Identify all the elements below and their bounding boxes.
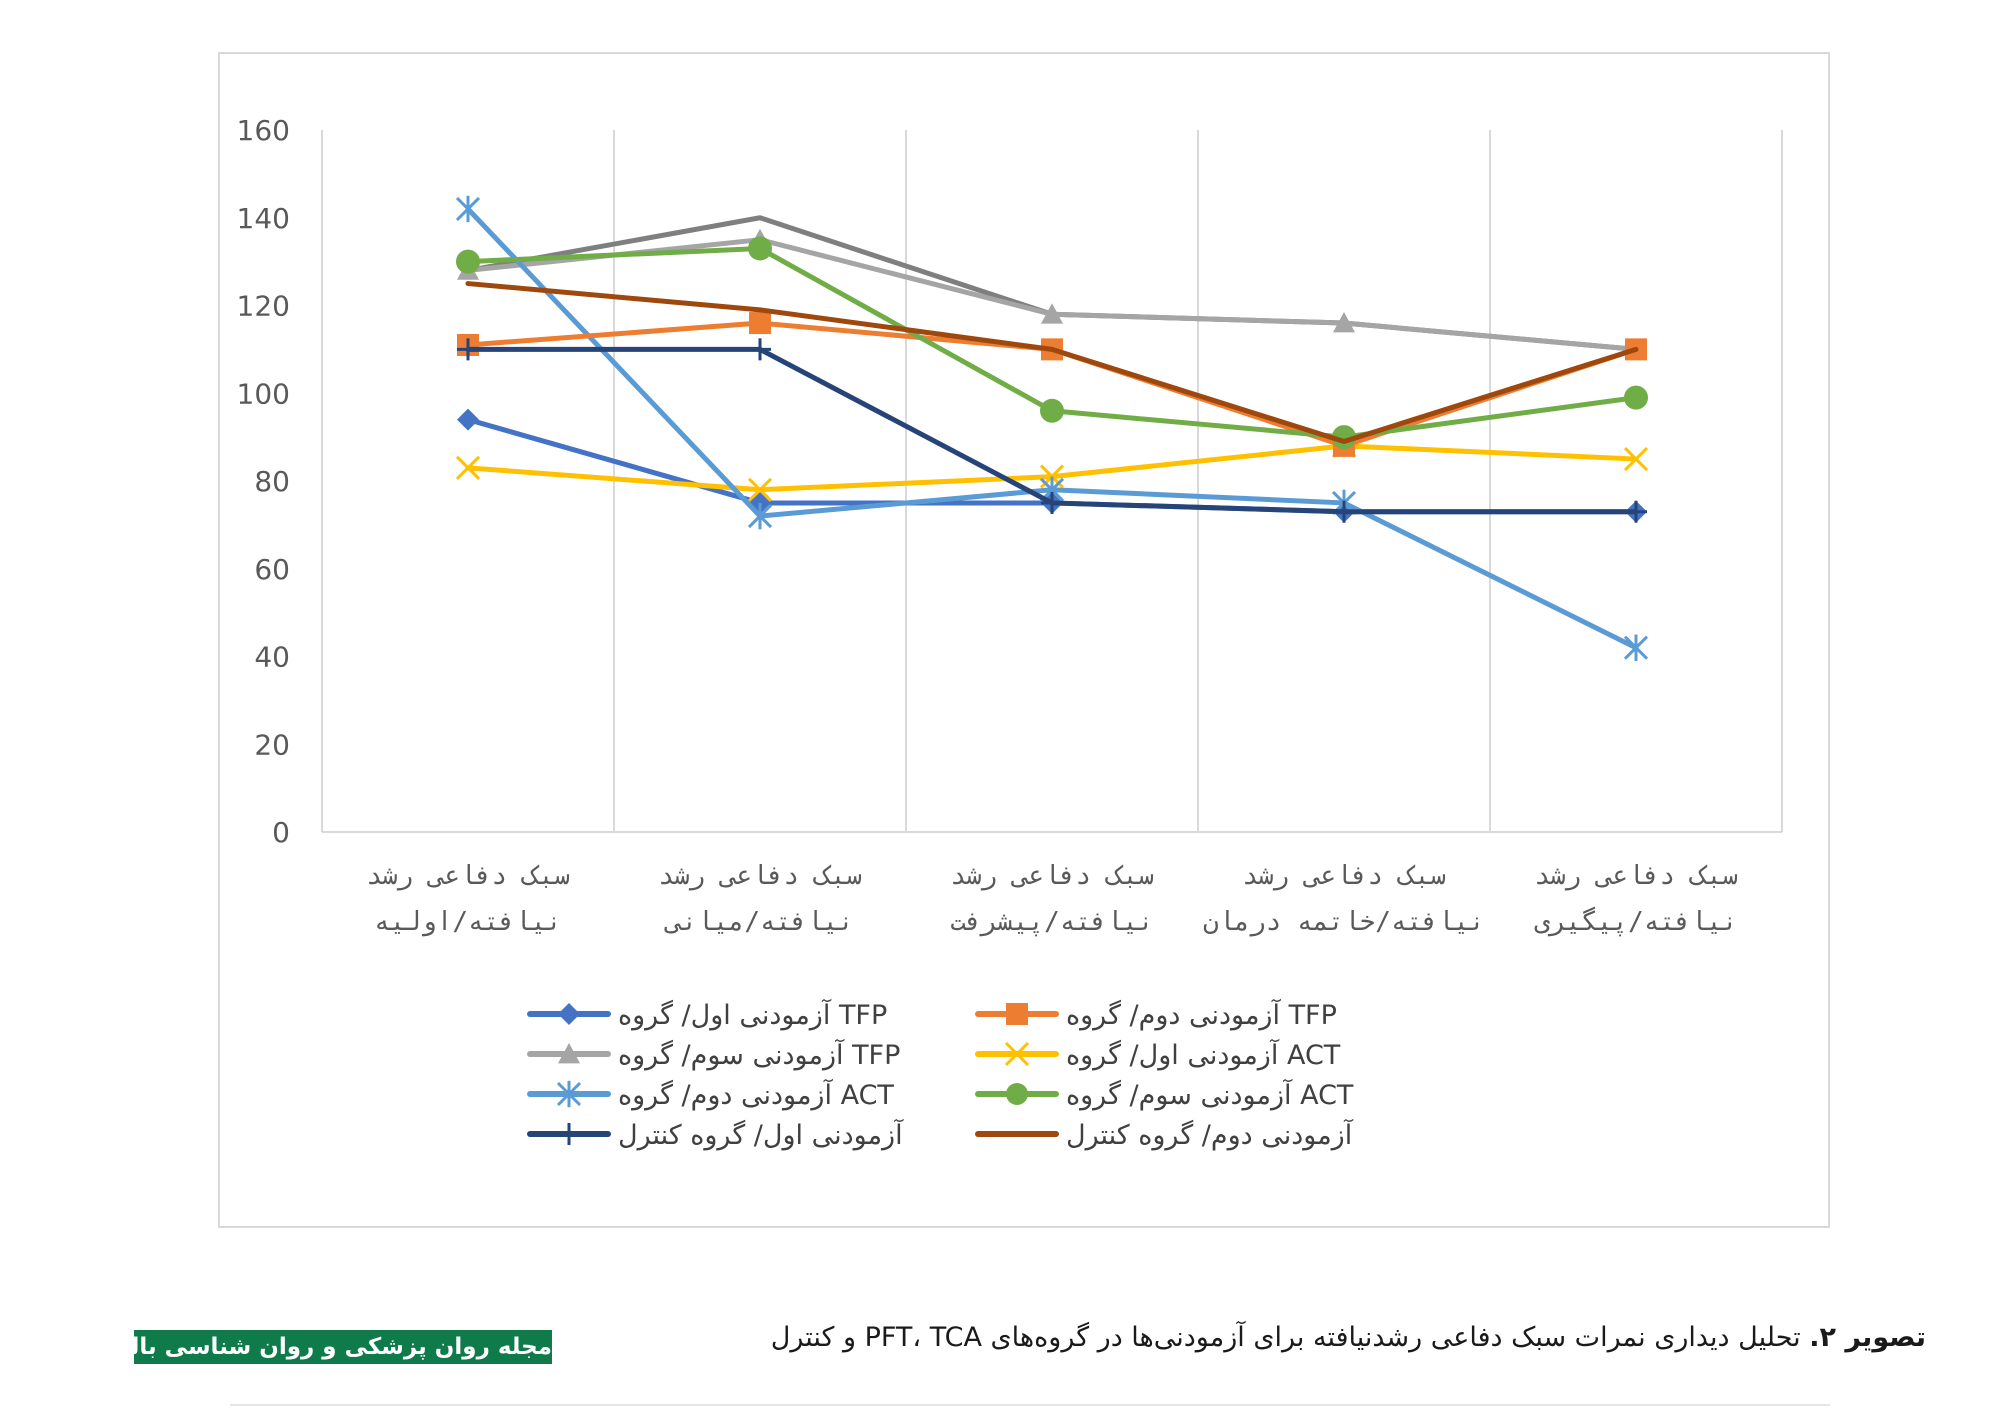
legend-item: آزمودنی دوم/ گروه TFP [975,999,1337,1031]
legend-item: آزمودنی سوم/ گروه ACT [975,1079,1354,1111]
legend-item: آزمودنی اول/ گروه ACT [975,1039,1341,1071]
data-point-x-stroke [455,455,481,480]
series-line [465,281,1639,445]
x-tick-label: سبک دفاعی رشد [658,861,862,891]
data-point-triangle [558,1043,580,1064]
y-tick-label: 100 [237,377,290,410]
x-tick-label: نیافته/پیگیری [1534,906,1738,937]
series-line [465,206,1639,651]
data-point-plus [1041,491,1063,514]
data-point-circle [1624,385,1648,410]
line-chart: 0 20 40 60 80 100 120 140 160 سبک دفاعی رشد نیافته… [237,114,1783,1151]
y-tick-label: 60 [254,553,290,586]
legend-item: آزمودنی دوم/ گروه کنترل [975,1119,1354,1151]
data-point-circle [1332,425,1356,450]
legend-label: آزمودنی اول/ گروه کنترل [618,1119,904,1151]
data-point-star [1623,634,1649,661]
y-tick-label: 160 [237,114,290,147]
x-tick-label: سبک دفاعی رشد [366,861,570,891]
y-tick-label: 20 [254,728,290,761]
legend-item: آزمودنی اول/ گروه کنترل [527,1119,904,1151]
data-point-x [455,455,481,480]
series-group [455,195,1649,661]
data-point-x-stroke [747,477,773,502]
data-point-star [556,1080,582,1108]
y-tick-label: 40 [254,641,290,674]
data-point-square [749,312,771,335]
data-point-x [1004,1041,1030,1067]
legend-item: آزمودنی دوم/ گروه ACT [527,1079,894,1111]
journal-logo: مجله روان پزشکی و روان شناسی بالینی ایرا… [134,1330,552,1364]
data-point-plus [1625,500,1647,523]
x-tick-label: نیافته/اولیه [374,907,562,937]
legend-label: آزمودنی دوم/ گروه ACT [618,1079,894,1111]
data-point-circle [1040,398,1064,423]
series-group [457,338,1647,523]
x-tick-label: نیافته/میانی [664,907,854,937]
data-point-star [455,195,481,223]
data-point-x [1623,447,1649,472]
legend-label: آزمودنی اول/ گروه TFP [618,999,887,1031]
legend-item: آزمودنی اول/ گروه TFP [527,999,887,1031]
data-point-x-stroke [1623,447,1649,472]
series-group [465,281,1639,445]
data-point-star [747,502,773,530]
data-point-diamond [457,408,479,431]
data-point-plus [457,338,479,361]
y-tick-label: 80 [254,465,290,498]
series-group [456,236,1648,450]
x-tick-label: نیافته/خاتمه درمان [1203,907,1485,937]
data-point-circle [456,249,480,274]
data-point-diamond [558,1003,580,1025]
chart-area: 0 20 40 60 80 100 120 140 160 سبک دفاعی رشد نیافته… [218,52,1830,1228]
data-point-x-stroke [1004,1041,1030,1067]
x-tick-label: سبک دفاعی رشد [1242,861,1446,891]
x-tick-label: سبک دفاعی رشد [1534,861,1738,891]
legend-item: آزمودنی سوم/ گروه TFP [527,1039,900,1071]
figure-caption-label: تصویر ۲. [1809,1322,1926,1353]
data-point-x [747,477,773,502]
data-point-plus [749,338,771,361]
x-tick-label: نیافته/پیشرفت [950,907,1154,937]
data-point-circle [748,236,772,261]
data-point-square [1006,1003,1028,1025]
figure-caption: تصویر ۲. تحلیل دیداری نمرات سبک دفاعی رش… [771,1322,1926,1353]
bottom-divider [230,1404,1830,1406]
figure-caption-text: تحلیل دیداری نمرات سبک دفاعی رشدنیافته ب… [770,1322,1810,1353]
data-point-triangle [1041,303,1063,324]
data-point-plus [1333,500,1355,523]
x-tick-label: سبک دفاعی رشد [950,861,1154,891]
legend-label: آزمودنی سوم/ گروه TFP [618,1039,900,1071]
legend-label: آزمودنی دوم/ گروه کنترل [1066,1119,1354,1151]
y-tick-label: 0 [272,816,290,849]
legend-label: آزمودنی سوم/ گروه ACT [1066,1079,1354,1111]
y-tick-label: 140 [237,202,290,235]
y-tick-label: 120 [237,290,290,323]
data-point-plus [558,1123,580,1145]
data-point-circle [1006,1083,1028,1105]
legend-label: آزمودنی دوم/ گروه TFP [1066,999,1337,1031]
legend-label: آزمودنی اول/ گروه ACT [1066,1039,1341,1071]
data-point-triangle [1333,312,1355,333]
